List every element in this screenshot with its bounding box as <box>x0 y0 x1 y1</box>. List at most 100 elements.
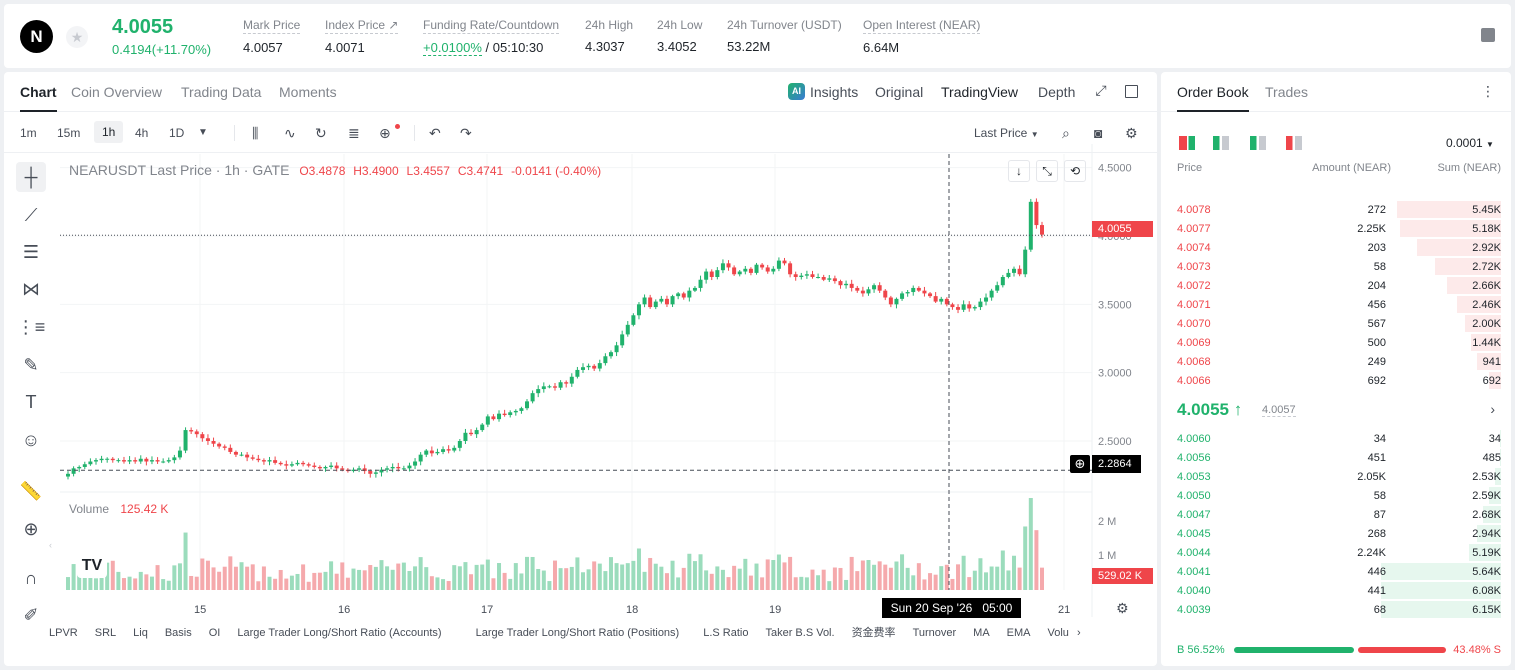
tab-coin-overview[interactable]: Coin Overview <box>71 84 163 100</box>
add-indicator-icon[interactable]: ⊕ <box>379 125 391 141</box>
tab-trades[interactable]: Trades <box>1265 84 1309 100</box>
refresh-icon[interactable]: ↻ <box>315 125 327 141</box>
pattern-icon[interactable]: ⋈ <box>22 279 40 299</box>
order-row[interactable]: 4.0078 272 5.45K <box>1161 200 1511 219</box>
indicator-item[interactable]: OI <box>208 627 221 639</box>
tab-trading-data[interactable]: Trading Data <box>181 84 262 100</box>
gann-icon[interactable]: ⋮≡ <box>16 317 46 337</box>
tf-1d[interactable]: 1D <box>169 126 185 140</box>
redo-icon[interactable]: ↷ <box>460 125 472 141</box>
collapse-toolbar-icon[interactable]: ‹ <box>49 540 52 550</box>
ruler-icon[interactable]: 📏 <box>19 481 43 501</box>
settings-gear-icon[interactable]: ⚙ <box>1125 125 1138 141</box>
undo-icon[interactable]: ↶ <box>429 125 441 141</box>
volume-bar <box>205 560 210 590</box>
tf-4h[interactable]: 4h <box>135 126 149 140</box>
order-row[interactable]: 4.0040 441 6.08K <box>1161 581 1511 600</box>
tf-15m[interactable]: 15m <box>57 126 81 140</box>
order-row[interactable]: 4.0071 456 2.46K <box>1161 295 1511 314</box>
candle-type-icon[interactable]: ⫼ <box>252 125 259 141</box>
indicator-item[interactable]: SRL <box>94 627 117 639</box>
zoom-in-icon[interactable]: ⊕ <box>23 519 39 539</box>
tf-1h[interactable]: 1h <box>94 121 124 143</box>
order-row[interactable]: 4.0068 249 941 <box>1161 352 1511 371</box>
axis-settings-icon[interactable]: ⚙ <box>1116 600 1129 616</box>
camera-icon[interactable]: ◙ <box>1094 125 1103 141</box>
order-row[interactable]: 4.0072 204 2.66K <box>1161 276 1511 295</box>
scroll-down-icon[interactable]: ↓ <box>1008 160 1030 182</box>
indicator-item[interactable]: Taker B.S Vol. <box>765 627 835 639</box>
search-icon[interactable]: ⌕ <box>1062 125 1070 141</box>
funding-rate[interactable]: +0.0100% <box>423 40 482 56</box>
order-row[interactable]: 4.0069 500 1.44K <box>1161 333 1511 352</box>
text-tool-icon[interactable]: T <box>25 392 37 412</box>
order-row[interactable]: 4.0047 87 2.68K <box>1161 505 1511 524</box>
magnet-icon[interactable]: ∩ <box>24 568 38 588</box>
pencil-lock-icon[interactable]: ✐ <box>23 605 39 625</box>
order-row[interactable]: 4.0053 2.05K 2.53K <box>1161 467 1511 486</box>
collapse-icon[interactable]: ⤡ <box>1036 160 1058 182</box>
indicator-item[interactable]: MA <box>973 627 990 639</box>
tab-chart[interactable]: Chart <box>20 84 57 112</box>
tab-original[interactable]: Original <box>875 84 924 100</box>
indicator-item[interactable]: Basis <box>164 627 192 639</box>
stat-mark-price[interactable]: Mark Price 4.0057 <box>243 18 301 55</box>
stat-funding-rate[interactable]: Funding Rate/Countdown +0.0100% / 05:10:3… <box>423 18 560 56</box>
candle-body <box>71 468 76 474</box>
indicator-item[interactable]: Large Trader Long/Short Ratio (Positions… <box>475 627 680 639</box>
indicator-item[interactable]: Volu <box>1047 627 1069 639</box>
order-row[interactable]: 4.0070 567 2.00K <box>1161 314 1511 333</box>
order-row[interactable]: 4.0060 34 34 <box>1161 429 1511 448</box>
notes-icon[interactable] <box>1481 28 1495 42</box>
fib-lines-icon[interactable]: ☰ <box>22 242 40 262</box>
trendline-icon[interactable]: ⟋ <box>24 205 38 225</box>
tab-order-book[interactable]: Order Book <box>1177 84 1249 112</box>
view-both-icon[interactable] <box>1179 136 1195 150</box>
indicator-item[interactable]: Turnover <box>912 627 957 639</box>
tf-1m[interactable]: 1m <box>20 126 37 140</box>
order-row[interactable]: 4.0074 203 2.92K <box>1161 238 1511 257</box>
order-row[interactable]: 4.0073 58 2.72K <box>1161 257 1511 276</box>
window-icon[interactable] <box>1125 85 1138 98</box>
brush-icon[interactable]: ✎ <box>23 355 39 375</box>
order-row[interactable]: 4.0045 268 2.94K <box>1161 524 1511 543</box>
tab-depth[interactable]: Depth <box>1038 84 1076 100</box>
order-row[interactable]: 4.0066 692 692 <box>1161 371 1511 390</box>
crosshair-icon[interactable]: ┼ <box>16 162 46 192</box>
tab-tradingview[interactable]: TradingView <box>941 84 1019 100</box>
stat-index-price[interactable]: Index Price ↗ 4.0071 <box>325 18 399 55</box>
chevron-right-icon[interactable]: › <box>1490 401 1495 417</box>
view-asks-icon[interactable] <box>1286 136 1302 150</box>
indicators-icon[interactable]: ∿ <box>284 125 296 141</box>
reset-icon[interactable]: ⟲ <box>1064 160 1086 182</box>
tab-moments[interactable]: Moments <box>279 84 337 100</box>
indicator-item[interactable]: LPVR <box>49 627 78 639</box>
indicator-item[interactable]: 资金费率 <box>851 627 896 639</box>
order-row[interactable]: 4.0041 446 5.64K <box>1161 562 1511 581</box>
order-row[interactable]: 4.0056 451 485 <box>1161 448 1511 467</box>
expand-icon[interactable]: ⤢ <box>1095 82 1107 98</box>
order-row[interactable]: 4.0050 58 2.59K <box>1161 486 1511 505</box>
emoji-icon[interactable]: ☺ <box>21 430 41 450</box>
timeframe-dropdown-icon[interactable]: ▼ <box>198 127 208 138</box>
order-row[interactable]: 4.0044 2.24K 5.19K <box>1161 543 1511 562</box>
more-menu-icon[interactable]: ⋮ <box>1481 83 1495 99</box>
order-row[interactable]: 4.0077 2.25K 5.18K <box>1161 219 1511 238</box>
price-type-select[interactable]: Last Price ▼ <box>974 126 1039 140</box>
view-bids-only-icon[interactable] <box>1250 136 1266 150</box>
stat-open-interest[interactable]: Open Interest (NEAR) 6.64M <box>863 18 981 55</box>
indicator-item[interactable]: EMA <box>1006 627 1031 639</box>
favorite-star-icon[interactable]: ★ <box>66 26 88 48</box>
precision-select[interactable]: 0.0001 ▼ <box>1446 136 1494 150</box>
order-row[interactable]: 4.0039 68 6.15K <box>1161 600 1511 619</box>
view-bids-icon[interactable] <box>1213 136 1229 150</box>
add-alert-icon[interactable]: ⊕ <box>1070 455 1090 473</box>
indicator-item[interactable]: Large Trader Long/Short Ratio (Accounts) <box>237 627 442 639</box>
candle-body <box>541 386 546 390</box>
indicator-item[interactable]: L.S Ratio <box>703 627 749 639</box>
chevron-right-icon[interactable]: › <box>1076 627 1081 639</box>
template-icon[interactable]: ≣ <box>348 125 360 141</box>
tab-insights[interactable]: Insights <box>810 84 859 100</box>
indicator-item[interactable]: Liq <box>133 627 148 639</box>
